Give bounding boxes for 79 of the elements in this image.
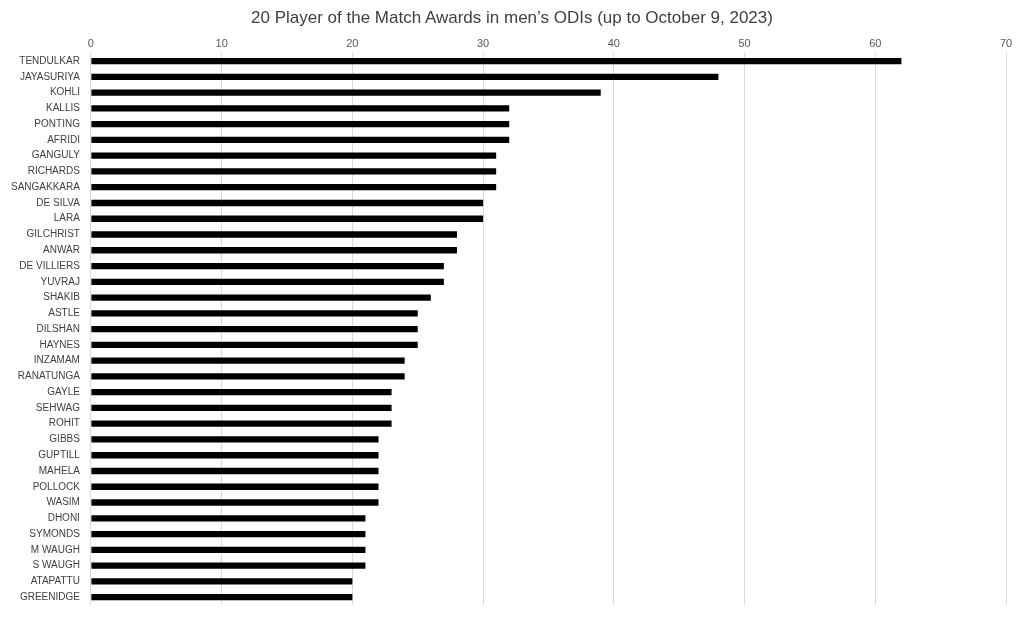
bar xyxy=(91,168,497,175)
bar xyxy=(91,578,353,585)
y-tick-label: GAYLE xyxy=(47,385,81,397)
bar xyxy=(91,278,444,285)
bar xyxy=(91,73,719,80)
bar xyxy=(91,562,366,569)
bar xyxy=(91,105,510,112)
y-tick-label: GANGULY xyxy=(31,149,81,161)
y-tick-label: DE SILVA xyxy=(36,196,81,208)
bar xyxy=(91,499,379,506)
bar xyxy=(91,357,405,364)
bar xyxy=(91,373,405,380)
y-tick-label: SANGAKKARA xyxy=(10,180,81,192)
x-tick-label: 20 xyxy=(346,36,359,49)
y-tick-label: M WAUGH xyxy=(30,543,80,555)
bar xyxy=(91,310,418,317)
bar xyxy=(91,89,601,96)
y-tick-label: RANATUNGA xyxy=(17,370,81,382)
bar xyxy=(91,325,418,333)
x-tick-label: 10 xyxy=(215,36,228,49)
y-tick-label: YUVRAJ xyxy=(40,275,80,287)
y-tick-label: ASTLE xyxy=(48,307,81,319)
y-tick-label: TENDULKAR xyxy=(19,54,80,66)
y-tick-label: S WAUGH xyxy=(32,559,80,571)
bar xyxy=(91,199,484,207)
bar xyxy=(91,341,418,349)
x-tick-label: 60 xyxy=(869,36,882,49)
bar xyxy=(91,294,431,301)
bar xyxy=(91,467,379,475)
y-tick-label: KOHLI xyxy=(49,86,80,98)
bar xyxy=(91,136,510,144)
y-tick-label: KALLIS xyxy=(45,102,81,114)
y-tick-label: RICHARDS xyxy=(27,165,81,177)
y-tick-label: JAYASURIYA xyxy=(19,70,81,82)
y-tick-label: SEHWAG xyxy=(35,401,81,413)
y-tick-label: SHAKIB xyxy=(43,291,81,303)
bar xyxy=(91,231,457,238)
y-tick-label: GREENIDGE xyxy=(19,590,81,602)
x-tick-label: 50 xyxy=(738,36,751,49)
x-tick-label: 40 xyxy=(607,36,620,49)
bar xyxy=(91,452,379,459)
y-tick-label: AFRIDI xyxy=(47,133,80,145)
bar xyxy=(91,215,484,222)
y-tick-label: ROHIT xyxy=(48,417,80,429)
y-tick-label: LARA xyxy=(53,212,81,224)
bar xyxy=(91,530,366,538)
x-tick-label: 0 xyxy=(87,36,94,49)
y-tick-label: GILCHRIST xyxy=(26,228,80,240)
y-tick-label: INZAMAM xyxy=(33,354,80,366)
bar xyxy=(91,515,366,522)
y-tick-label: PONTING xyxy=(34,117,81,129)
y-tick-label: ANWAR xyxy=(43,244,80,256)
bar xyxy=(91,184,497,191)
y-tick-label: DHONI xyxy=(47,512,80,524)
bar xyxy=(91,420,392,427)
y-tick-label: MAHELA xyxy=(38,464,81,476)
bar xyxy=(91,262,444,270)
bar xyxy=(91,593,353,601)
chart-title: 20 Player of the Match Awards in men’s ODIs (up to October 9, 2023) xyxy=(250,8,774,28)
bar xyxy=(91,436,379,443)
bar xyxy=(91,247,457,254)
y-tick-label: DE VILLIERS xyxy=(19,259,81,271)
bar xyxy=(91,57,902,65)
y-tick-label: GIBBS xyxy=(49,433,81,445)
y-tick-label: HAYNES xyxy=(39,338,81,350)
y-tick-label: DILSHAN xyxy=(36,322,80,334)
bar xyxy=(91,152,497,159)
bar xyxy=(91,483,379,490)
bar xyxy=(91,120,510,128)
bar xyxy=(91,389,392,396)
y-tick-label: WASIM xyxy=(46,496,80,508)
x-tick-label: 70 xyxy=(999,36,1013,49)
y-tick-label: POLLOCK xyxy=(32,480,81,492)
x-tick-label: 30 xyxy=(476,36,490,49)
bar xyxy=(91,404,392,412)
y-tick-label: ATAPATTU xyxy=(30,575,80,587)
y-tick-label: SYMONDS xyxy=(29,527,81,539)
bar xyxy=(91,546,366,553)
y-tick-label: GUPTILL xyxy=(38,448,81,460)
